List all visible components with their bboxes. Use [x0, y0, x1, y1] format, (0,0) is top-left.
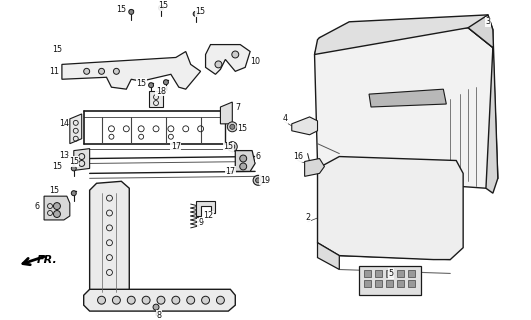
Polygon shape — [375, 280, 382, 287]
Text: FR.: FR. — [37, 255, 58, 265]
Text: 15: 15 — [52, 162, 62, 171]
Polygon shape — [205, 44, 250, 74]
Polygon shape — [90, 181, 129, 302]
Polygon shape — [235, 151, 255, 172]
Circle shape — [127, 296, 135, 304]
Circle shape — [230, 124, 235, 129]
Circle shape — [99, 68, 105, 74]
Text: 11: 11 — [49, 67, 59, 76]
Text: 4: 4 — [282, 114, 287, 124]
Circle shape — [149, 83, 153, 88]
Text: 19: 19 — [260, 176, 270, 185]
Circle shape — [255, 178, 261, 183]
Text: 12: 12 — [203, 212, 213, 220]
Text: 9: 9 — [198, 219, 203, 228]
Text: 8: 8 — [157, 310, 161, 320]
Polygon shape — [220, 102, 232, 124]
Polygon shape — [84, 289, 235, 311]
Text: 7: 7 — [236, 102, 241, 111]
Text: 6: 6 — [35, 202, 40, 211]
Polygon shape — [408, 270, 415, 277]
Polygon shape — [62, 52, 201, 89]
Text: 16: 16 — [293, 152, 303, 161]
Text: 2: 2 — [305, 213, 310, 222]
Text: 15: 15 — [223, 142, 234, 151]
Polygon shape — [386, 270, 393, 277]
Circle shape — [217, 296, 225, 304]
Text: 10: 10 — [250, 57, 260, 66]
Polygon shape — [44, 196, 70, 220]
Polygon shape — [359, 266, 421, 295]
Text: 14: 14 — [59, 119, 69, 128]
Polygon shape — [292, 117, 318, 135]
Polygon shape — [195, 201, 216, 216]
Text: 6: 6 — [255, 152, 261, 161]
Polygon shape — [364, 270, 371, 277]
Text: 18: 18 — [156, 87, 166, 96]
Polygon shape — [70, 114, 82, 144]
Polygon shape — [397, 280, 404, 287]
Circle shape — [114, 68, 119, 74]
Circle shape — [215, 61, 222, 68]
Polygon shape — [468, 15, 498, 193]
Polygon shape — [408, 280, 415, 287]
Circle shape — [158, 5, 164, 11]
Circle shape — [239, 163, 247, 170]
Circle shape — [172, 296, 180, 304]
Circle shape — [153, 304, 159, 310]
Polygon shape — [369, 89, 447, 107]
Circle shape — [232, 51, 239, 58]
Circle shape — [227, 122, 237, 132]
Circle shape — [227, 142, 237, 152]
Text: 15: 15 — [68, 157, 79, 166]
Circle shape — [202, 296, 210, 304]
Polygon shape — [386, 280, 393, 287]
Circle shape — [71, 191, 76, 196]
Polygon shape — [314, 15, 493, 54]
Polygon shape — [318, 243, 339, 269]
Text: 15: 15 — [158, 2, 168, 11]
Polygon shape — [305, 158, 324, 176]
Circle shape — [54, 211, 61, 218]
Circle shape — [98, 296, 106, 304]
Text: 5: 5 — [388, 269, 393, 278]
Circle shape — [157, 296, 165, 304]
Circle shape — [164, 80, 168, 85]
Text: 17: 17 — [225, 167, 235, 176]
Circle shape — [187, 296, 195, 304]
Circle shape — [253, 175, 263, 185]
Polygon shape — [375, 270, 382, 277]
Polygon shape — [149, 91, 163, 107]
Text: 15: 15 — [237, 124, 247, 133]
Polygon shape — [318, 156, 463, 260]
Circle shape — [129, 9, 134, 14]
Circle shape — [230, 144, 235, 149]
Polygon shape — [397, 270, 404, 277]
Text: 15: 15 — [49, 186, 59, 195]
Polygon shape — [74, 148, 90, 171]
Text: 15: 15 — [136, 79, 146, 88]
Circle shape — [309, 164, 314, 169]
Text: 3: 3 — [485, 17, 491, 26]
Circle shape — [113, 296, 121, 304]
Circle shape — [142, 296, 150, 304]
Polygon shape — [364, 280, 371, 287]
Circle shape — [71, 166, 76, 171]
Text: 13: 13 — [59, 151, 69, 160]
Text: 15: 15 — [195, 7, 205, 16]
Text: 15: 15 — [116, 5, 126, 14]
Circle shape — [193, 12, 198, 16]
Circle shape — [239, 155, 247, 162]
Polygon shape — [314, 28, 498, 188]
Circle shape — [54, 203, 61, 210]
Circle shape — [84, 68, 90, 74]
Text: 15: 15 — [52, 45, 62, 54]
Text: 17: 17 — [171, 142, 181, 151]
